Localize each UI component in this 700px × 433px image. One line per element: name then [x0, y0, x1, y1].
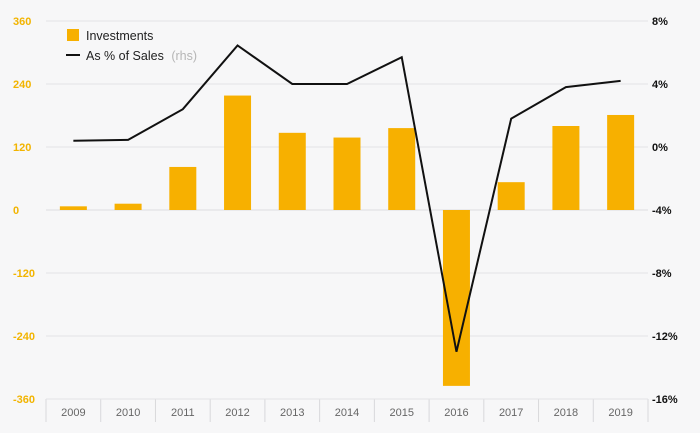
x-tick-label: 2013 [280, 407, 304, 419]
sales-pct-line [73, 44, 621, 352]
bar-investments-2009 [59, 206, 87, 210]
y-right-tick-label: -8% [652, 268, 672, 280]
legend: Investments As % of Sales (rhs) [66, 29, 197, 63]
y-right-tick-label: 8% [652, 16, 668, 28]
y-right-tick-label: -4% [652, 205, 672, 217]
y-left-tick-label: -240 [13, 331, 35, 343]
right-axis-ticks: 8% 4% 0% -4% -8% -12% -16% [652, 16, 678, 406]
x-tick-label: 2018 [554, 407, 578, 419]
y-right-tick-label: -12% [652, 331, 678, 343]
bar-investments-2017 [497, 182, 525, 210]
y-left-tick-label: -360 [13, 394, 35, 406]
bar-investments-2012 [224, 95, 252, 210]
x-tick-label: 2011 [171, 407, 195, 419]
y-left-tick-label: 240 [13, 79, 31, 91]
legend-label-sales-pct: As % of Sales (rhs) [86, 49, 197, 63]
legend-label-investments: Investments [86, 29, 153, 43]
x-tick-label: 2019 [608, 407, 632, 419]
y-right-tick-label: 0% [652, 142, 668, 154]
y-left-tick-label: 120 [13, 142, 31, 154]
y-left-tick-label: 360 [13, 16, 31, 28]
x-tick-label: 2012 [225, 407, 249, 419]
x-axis: 2009 2010 2011 2012 2013 2014 2015 2016 2017 2018… [45, 398, 649, 422]
bar-investments-2013 [278, 132, 306, 210]
investment-bars [59, 95, 635, 386]
bar-investments-2010 [114, 203, 142, 210]
y-right-tick-label: -16% [652, 394, 678, 406]
x-tick-label: 2009 [61, 407, 85, 419]
bar-investments-2015 [388, 128, 416, 210]
bar-investments-2011 [169, 166, 197, 210]
x-tick-label: 2016 [444, 407, 468, 419]
legend-swatch-investments [67, 29, 79, 41]
x-tick-label: 2017 [499, 407, 523, 419]
bar-investments-2019 [607, 114, 635, 210]
y-left-tick-label: -120 [13, 268, 35, 280]
x-tick-label: 2014 [335, 407, 359, 419]
bar-investments-2014 [333, 137, 361, 210]
left-axis-ticks: 360 240 120 0 -120 -240 -360 [13, 16, 35, 406]
x-tick-label: 2015 [389, 407, 413, 419]
bar-investments-2018 [552, 126, 580, 210]
x-tick-label: 2010 [116, 407, 140, 419]
y-right-tick-label: 4% [652, 79, 668, 91]
y-left-tick-label: 0 [13, 205, 19, 217]
